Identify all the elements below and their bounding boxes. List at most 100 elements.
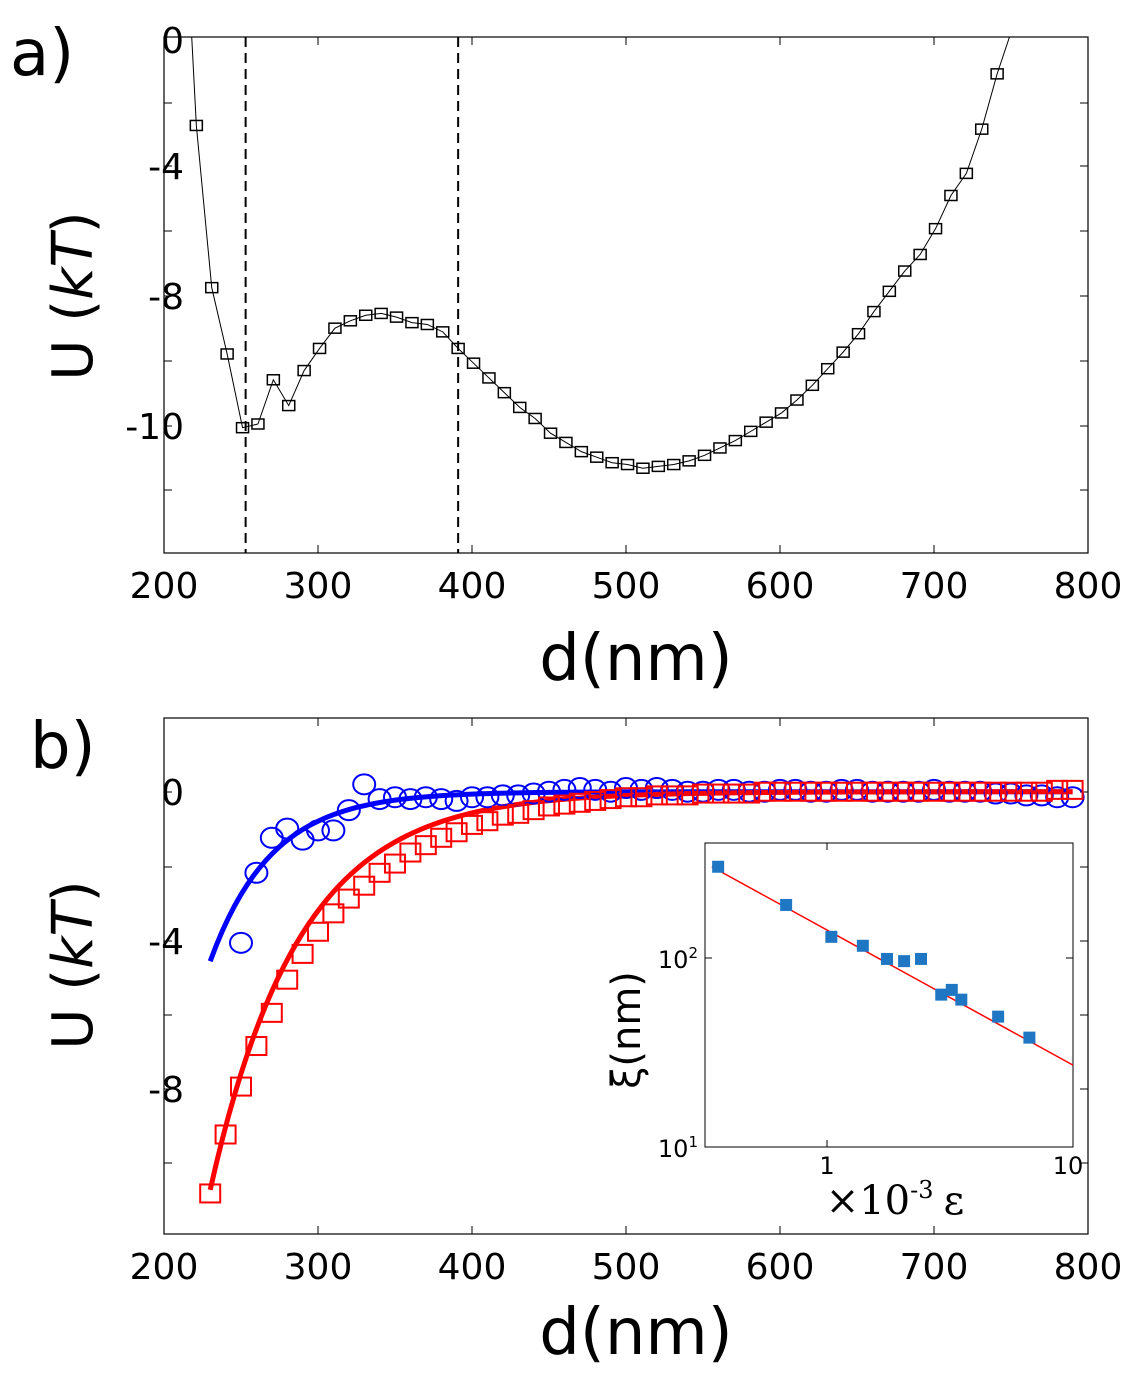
panel-a-point bbox=[743, 425, 758, 438]
panel-b-point-red bbox=[291, 943, 314, 964]
panel-a-ytick-label-neg8: -8 bbox=[148, 277, 184, 318]
panel-a-point bbox=[543, 427, 558, 439]
panel-a-point bbox=[559, 436, 573, 449]
panel-b-point-red bbox=[476, 811, 499, 832]
panel-a-point bbox=[512, 401, 527, 414]
panel-b-point-red bbox=[692, 783, 714, 804]
panel-a-point bbox=[620, 458, 635, 471]
panel-b-ytick-label-neg8: -8 bbox=[148, 1070, 184, 1111]
panel-b-xtick-label-500: 500 bbox=[592, 1247, 661, 1288]
panel-a-point bbox=[343, 315, 358, 327]
panel-b-point-red bbox=[599, 789, 622, 810]
panel-b-point-blue bbox=[259, 826, 284, 849]
panel-b-xtick-label-700: 700 bbox=[900, 1247, 969, 1288]
panel-b-xtick-label-600: 600 bbox=[746, 1247, 815, 1288]
inset-point bbox=[825, 930, 838, 943]
panel-a-point bbox=[974, 123, 989, 135]
panel-a-point bbox=[605, 456, 619, 469]
panel-a-ytick-label-neg10: -10 bbox=[125, 407, 184, 448]
panel-b-xtick-label-300: 300 bbox=[284, 1247, 353, 1288]
panel-b-point-red bbox=[830, 781, 853, 802]
panel-b-point-blue bbox=[537, 780, 561, 803]
panel-b-y-label: U (kT) bbox=[41, 880, 106, 1049]
panel-b-point-blue bbox=[490, 784, 515, 807]
inset-x-axis: 1 10 bbox=[819, 843, 1083, 1180]
panel-a-point bbox=[482, 372, 496, 384]
panel-b-point-blue bbox=[567, 777, 592, 800]
inset-point bbox=[945, 983, 958, 996]
inset-xtick-label-1: 1 bbox=[819, 1152, 834, 1180]
inset-fit-line-path bbox=[711, 866, 1074, 1066]
panel-b-point-blue bbox=[475, 786, 500, 809]
inset-plot-frame bbox=[704, 842, 1074, 1148]
panel-a-point bbox=[528, 412, 542, 425]
inset-xtick-label-10: 10 bbox=[1053, 1152, 1084, 1180]
panel-a-point bbox=[574, 445, 589, 458]
panel-a-point bbox=[959, 167, 974, 180]
panel-b-point-red bbox=[1000, 781, 1022, 802]
panel-b-point-red bbox=[414, 835, 437, 856]
panel-a-ytick-label-0: 0 bbox=[161, 21, 184, 62]
panel-b-markers bbox=[199, 773, 1085, 1204]
panel-b-point-red bbox=[584, 790, 607, 811]
panel-b-point-red bbox=[337, 888, 360, 909]
panel-b-point-red bbox=[1030, 781, 1053, 802]
panel-b-point-red bbox=[815, 781, 838, 802]
panel-b-point-red bbox=[507, 803, 530, 824]
panel-b-point-red bbox=[430, 827, 453, 848]
panel-b-point-blue bbox=[398, 788, 423, 811]
panel-a-point bbox=[297, 364, 311, 377]
inset-point bbox=[712, 860, 725, 873]
panel-a-y-axis: 0 -4 -8 -10 bbox=[125, 21, 1088, 491]
inset-point bbox=[780, 898, 793, 911]
panel-a-xtick-label-500: 500 bbox=[592, 566, 661, 607]
panel-a-xtick-label-700: 700 bbox=[900, 566, 969, 607]
panel-a-point bbox=[836, 346, 850, 358]
panel-b-point-red bbox=[753, 781, 776, 802]
panel-a-xtick-label-400: 400 bbox=[438, 566, 507, 607]
panel-a-markers bbox=[189, 68, 1004, 474]
panel-b-point-blue bbox=[429, 788, 454, 811]
panel-a-point bbox=[235, 421, 250, 434]
panel-b-y-axis: 0 -4 -8 bbox=[148, 773, 1088, 1164]
inset-point bbox=[898, 955, 911, 968]
panel-b-point-red bbox=[769, 781, 791, 802]
panel-a-xtick-label-200: 200 bbox=[130, 566, 199, 607]
panel-a-point bbox=[728, 434, 743, 447]
panel-b-point-red bbox=[230, 1076, 252, 1097]
panel-b-point-red bbox=[260, 1002, 283, 1023]
panel-b-point-blue bbox=[460, 786, 484, 809]
panel-b-point-blue bbox=[306, 819, 330, 842]
panel-b-point-red bbox=[276, 969, 299, 990]
panel-b-point-red bbox=[923, 781, 945, 802]
inset-ytick-label-10-2: 102 bbox=[658, 944, 698, 974]
panel-b-point-blue bbox=[275, 817, 300, 840]
panel-a-point bbox=[420, 318, 435, 331]
panel-b-point-blue bbox=[352, 773, 377, 796]
panel-b-point-red bbox=[707, 783, 730, 804]
panel-a-point bbox=[497, 386, 512, 399]
panel-a-x-label: d(nm) bbox=[539, 622, 732, 696]
inset-markers bbox=[712, 860, 1036, 1044]
panel-b-point-red bbox=[353, 875, 376, 896]
panel-b-point-red bbox=[1061, 779, 1084, 800]
inset-point bbox=[915, 952, 928, 965]
panel-a-point bbox=[913, 248, 927, 261]
panel-a-point bbox=[220, 348, 234, 360]
panel-a-curve bbox=[191, 36, 1010, 469]
panel-b-point-blue bbox=[1029, 784, 1054, 807]
panel-a-ytick-label-neg4: -4 bbox=[148, 147, 184, 188]
panel-a-x-axis: 200 300 400 500 600 700 800 bbox=[130, 37, 1123, 607]
panel-a-point bbox=[882, 285, 897, 298]
panel-a-xtick-label-800: 800 bbox=[1054, 566, 1123, 607]
panel-b-x-label: d(nm) bbox=[539, 1296, 732, 1370]
panel-a-point bbox=[713, 442, 727, 454]
panel-b-point-red bbox=[953, 781, 976, 802]
panel-b-point-red bbox=[907, 781, 930, 802]
panel-b-ytick-label-neg4: -4 bbox=[148, 922, 184, 963]
panel-a-point bbox=[251, 418, 265, 430]
inset-point bbox=[992, 1010, 1005, 1023]
inset-x-label: ×10-3 ε bbox=[826, 1176, 965, 1224]
panel-b-point-red bbox=[199, 1183, 222, 1204]
panel-b-point-red bbox=[799, 781, 822, 802]
